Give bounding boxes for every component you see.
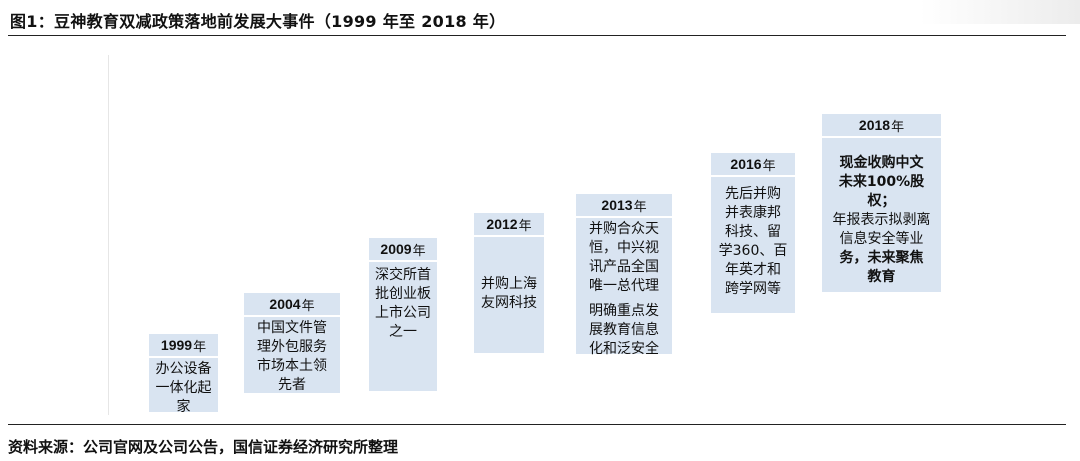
year-suffix: 年 — [518, 218, 532, 234]
year-suffix: 年 — [891, 119, 905, 135]
event-description: 并购上海 友网科技 — [474, 275, 544, 313]
event-line: 教育 — [867, 269, 896, 285]
event-description: 中国文件管 理外包服务 市场本土领 先者 — [244, 319, 340, 395]
year-suffix: 年 — [762, 158, 776, 174]
event-year: 2016 — [730, 156, 762, 172]
event-card-2004: 2004 年 中国文件管 理外包服务 市场本土领 先者 — [244, 293, 340, 393]
event-description: 深交所首 批创业板 上市公司 之一 — [369, 266, 437, 342]
event-card-2018: 2018 年 现金收购中文 未来100%股 权； 年报表示拟剥离 信息安全等业 务… — [822, 114, 941, 292]
source-rule — [8, 424, 1066, 425]
event-year-header: 2018 年 — [822, 114, 941, 138]
event-line: 现金收购中文 — [839, 155, 924, 171]
event-line: 化和泛安全 — [589, 341, 659, 357]
event-card-1999: 1999 年 办公设备 一体化起 家 — [149, 334, 218, 415]
event-year-header: 2013 年 — [576, 194, 672, 218]
figure-title: 图1：豆神教育双减政策落地前发展大事件（1999 年至 2018 年） — [10, 12, 506, 31]
event-year: 2012 — [486, 216, 518, 232]
event-line: 展教育信息 — [589, 322, 659, 338]
event-line: 务，未来聚焦 — [839, 250, 924, 266]
event-line: 先后并购 — [725, 186, 781, 202]
event-line: 批创业板 — [375, 286, 431, 302]
event-line: 学360、百 — [718, 243, 788, 259]
event-card-2009: 2009 年 深交所首 批创业板 上市公司 之一 — [369, 238, 437, 391]
event-description: 并购合众天 恒，中兴视 讯产品全国 唯一总代理 明确重点发 展教育信息 化和泛安… — [576, 220, 672, 359]
event-year: 2018 — [858, 117, 891, 133]
event-year: 2013 — [601, 197, 633, 213]
event-line: 一体化起 — [155, 380, 212, 396]
event-card-2013: 2013 年 并购合众天 恒，中兴视 讯产品全国 唯一总代理 明确重点发 展教育信… — [576, 194, 672, 357]
event-year-header: 2012 年 — [474, 213, 544, 237]
year-suffix: 年 — [193, 339, 207, 355]
timeline-axis — [108, 55, 109, 415]
event-year: 2009 — [380, 241, 412, 257]
event-description: 先后并购 并表康邦 科技、留 学360、百 年英才和 跨学网等 — [711, 185, 795, 299]
event-line: 友网科技 — [481, 295, 537, 311]
event-line: 年英才和 — [725, 262, 781, 278]
event-line: 权； — [867, 193, 896, 209]
event-line: 办公设备 — [155, 361, 212, 377]
corner-shade — [920, 0, 1080, 24]
event-line: 理外包服务 — [257, 339, 327, 355]
event-line: 信息安全等业 — [839, 231, 924, 247]
event-line: 明确重点发 — [589, 303, 659, 319]
event-line: 未来100%股 — [838, 174, 925, 190]
event-line: 讯产品全国 — [589, 259, 659, 275]
source-note: 资料来源：公司官网及公司公告，国信证券经济研究所整理 — [8, 438, 399, 456]
event-line: 跨学网等 — [725, 281, 781, 297]
event-description: 现金收购中文 未来100%股 权； 年报表示拟剥离 信息安全等业 务，未来聚焦 … — [822, 154, 941, 287]
event-line: 深交所首 — [375, 267, 431, 283]
event-line: 家 — [176, 399, 191, 415]
event-year-header: 2016 年 — [711, 153, 795, 177]
event-year-header: 1999 年 — [149, 334, 218, 358]
event-line: 年报表示拟剥离 — [832, 212, 931, 228]
event-line: 先者 — [278, 377, 306, 393]
year-suffix: 年 — [301, 298, 315, 314]
title-rule — [8, 35, 1066, 36]
event-card-2016: 2016 年 先后并购 并表康邦 科技、留 学360、百 年英才和 跨学网等 — [711, 153, 795, 313]
event-year-header: 2004 年 — [244, 293, 340, 317]
event-line: 唯一总代理 — [589, 278, 659, 294]
event-year: 2004 — [269, 296, 301, 312]
event-line: 上市公司 — [375, 305, 431, 321]
event-year: 1999 — [160, 337, 193, 353]
event-line: 并表康邦 — [725, 205, 781, 221]
event-year-header: 2009 年 — [369, 238, 437, 262]
year-suffix: 年 — [633, 199, 647, 215]
event-line: 中国文件管 — [257, 320, 327, 336]
year-suffix: 年 — [412, 243, 426, 259]
event-line: 之一 — [389, 324, 417, 340]
event-line: 并购合众天 — [589, 221, 659, 237]
event-line: 并购上海 — [481, 276, 537, 292]
event-card-2012: 2012 年 并购上海 友网科技 — [474, 213, 544, 353]
event-line: 恒，中兴视 — [589, 240, 659, 256]
event-line: 市场本土领 — [257, 358, 327, 374]
event-line: 科技、留 — [725, 224, 781, 240]
event-description: 办公设备 一体化起 家 — [149, 360, 218, 417]
